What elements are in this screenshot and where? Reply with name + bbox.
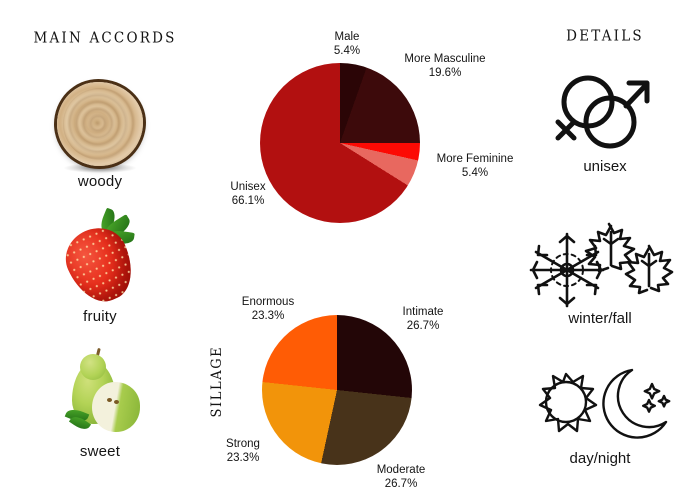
accord-label-fruity: fruity — [83, 308, 117, 325]
sun-moon-icon — [515, 362, 685, 448]
detail-item-season[interactable]: winter/fall — [515, 222, 685, 327]
detail-label-unisex: unisex — [583, 158, 627, 175]
pie-label-intimate: Intimate 26.7% — [402, 306, 444, 332]
pie-label-unisex: Unisex 66.1% — [230, 181, 266, 207]
detail-label-time-of-day: day/night — [569, 450, 631, 467]
main-accords-header: MAIN ACCORDS — [33, 29, 177, 47]
snowflake-leaves-icon — [515, 222, 685, 308]
pie-label-more-masculine: More Masculine 19.6% — [404, 53, 486, 79]
unisex-symbol-icon — [520, 70, 690, 156]
accord-item-fruity[interactable]: fruity — [0, 207, 200, 325]
accord-label-sweet: sweet — [79, 443, 121, 460]
gender-pie-chart: Male 5.4% More Masculine 19.6% More Femi… — [230, 10, 530, 250]
sillage-pie-chart: SILLAGE Enormous 23.3% Intimate 26.7% St… — [200, 285, 460, 495]
pear-seed — [107, 398, 112, 402]
pie-label-enormous: Enormous 23.3% — [241, 296, 295, 322]
sillage-pie-graphic[interactable] — [262, 315, 412, 465]
accord-label-woody: woody — [77, 173, 123, 190]
gender-pie-graphic[interactable] — [260, 63, 420, 223]
snowflake-icon — [529, 232, 605, 308]
wood-slice-shadow — [63, 163, 137, 173]
pears-icon — [50, 347, 150, 440]
pear-whole-neck — [80, 354, 106, 380]
accord-item-sweet[interactable]: sweet — [0, 347, 200, 460]
pear-half — [92, 382, 140, 432]
maple-leaf-icon — [584, 222, 636, 273]
wood-slice-body — [57, 82, 143, 166]
detail-item-unisex[interactable]: unisex — [520, 70, 690, 175]
detail-label-season: winter/fall — [568, 310, 632, 327]
details-header: DETAILS — [566, 27, 644, 45]
maple-leaf-icon — [624, 244, 674, 295]
pie-label-more-feminine: More Feminine 5.4% — [436, 153, 514, 179]
crescent-moon-icon — [602, 368, 671, 439]
pie-label-strong: Strong 23.3% — [226, 438, 260, 464]
accord-item-woody[interactable]: woody — [0, 78, 200, 190]
wood-slice-icon — [50, 78, 150, 173]
detail-item-time-of-day[interactable]: day/night — [515, 362, 685, 467]
pear-seed — [114, 400, 119, 404]
sillage-axis-title: SILLAGE — [208, 345, 226, 418]
strawberry-icon — [50, 207, 150, 311]
pie-label-male: Male 5.4% — [333, 31, 361, 57]
pie-label-moderate: Moderate 26.7% — [376, 464, 426, 490]
sun-icon — [538, 372, 598, 433]
